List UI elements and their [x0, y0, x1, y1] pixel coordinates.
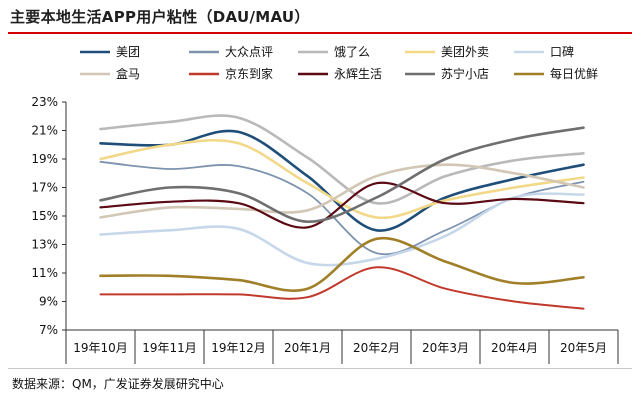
y-tick-label: 23%: [31, 95, 58, 109]
series-line-8: [99, 126, 585, 224]
series-line-7: [99, 181, 585, 229]
x-tick-label: 19年11月: [142, 341, 197, 355]
source-note: 数据来源：QM，广发证券发展研究中心: [12, 377, 224, 391]
legend-label-6: 京东到家: [225, 66, 273, 81]
legend-label-3: 美团外卖: [441, 45, 489, 59]
x-tick-label: 20年1月: [284, 341, 331, 355]
x-tick-label: 19年10月: [73, 341, 128, 355]
y-tick-label: 7%: [39, 323, 58, 337]
y-axis: 7% 9% 11% 13% 15% 17% 19% 21% 23%: [31, 95, 67, 337]
y-tick-label: 11%: [31, 266, 58, 280]
y-tick-label: 19%: [31, 152, 58, 166]
legend-label-4: 口碑: [550, 44, 574, 59]
x-tick-label: 20年2月: [353, 341, 400, 355]
y-tick-label: 9%: [39, 295, 58, 309]
y-tick-label: 21%: [31, 124, 58, 138]
legend-label-1: 大众点评: [225, 45, 273, 59]
x-tick-label: 19年12月: [211, 341, 266, 355]
x-tick-label: 20年3月: [422, 341, 469, 355]
y-tick-label: 13%: [31, 238, 58, 252]
series-line-0: [99, 129, 585, 232]
series-line-3: [99, 138, 585, 220]
plot-area: [99, 114, 585, 310]
legend-label-5: 盒马: [116, 66, 140, 81]
y-tick-label: 17%: [31, 181, 58, 195]
x-tick-label: 20年5月: [560, 341, 607, 355]
chart-title: 主要本地生活APP用户粘性（DAU/MAU）: [10, 8, 310, 26]
source-divider: [8, 368, 632, 369]
title-divider: [8, 32, 632, 34]
legend-label-9: 每日优鲜: [550, 66, 598, 81]
legend-label-2: 饿了么: [334, 45, 370, 59]
series-line-9: [99, 236, 585, 292]
legend-label-0: 美团: [116, 45, 140, 59]
series-line-6: [99, 266, 585, 310]
series-line-5: [99, 163, 585, 219]
x-tick-label: 20年4月: [491, 341, 538, 355]
series-line-2: [99, 114, 585, 205]
x-axis: 19年10月 19年11月 19年12月 20年1月 20年2月 20年3月 20年4月 20…: [65, 329, 619, 364]
y-tick-label: 15%: [31, 209, 58, 223]
legend-label-8: 苏宁小店: [441, 66, 489, 81]
legend-label-7: 永辉生活: [334, 67, 382, 81]
